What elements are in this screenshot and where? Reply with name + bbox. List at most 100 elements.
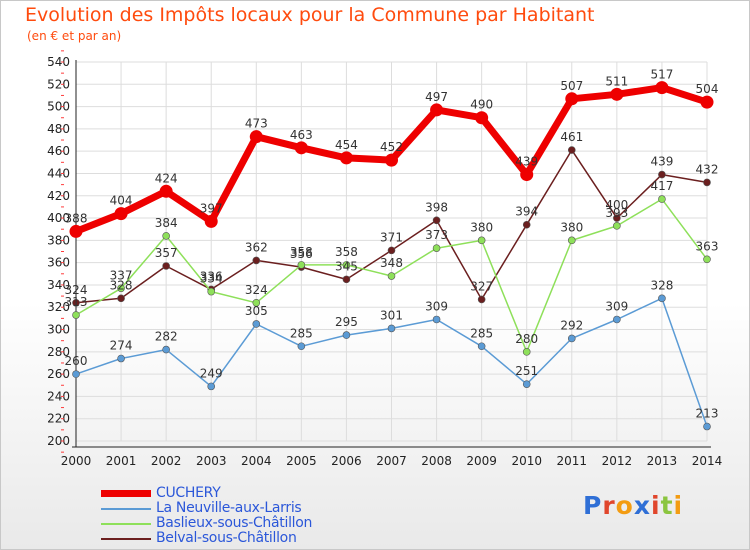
data-label: 356: [290, 247, 313, 261]
y-tick-label: 520: [47, 77, 70, 91]
legend-swatch: [101, 508, 151, 510]
y-tick-label: 300: [47, 323, 70, 337]
data-label: 397: [200, 201, 223, 215]
logo-letter: o: [615, 491, 634, 520]
data-point: [69, 224, 83, 238]
data-label: 324: [245, 283, 268, 297]
data-label: 380: [560, 220, 583, 234]
data-point: [613, 214, 621, 222]
data-point: [72, 311, 80, 319]
y-tick-label: 380: [47, 233, 70, 247]
data-label: 313: [65, 295, 88, 309]
x-tick-label: 2009: [466, 454, 497, 468]
data-point: [522, 348, 531, 356]
data-label: 282: [155, 330, 178, 344]
data-point: [430, 103, 444, 117]
y-tick-label: 220: [47, 412, 70, 426]
y-tick-label: 340: [47, 278, 70, 292]
data-point: [610, 87, 624, 101]
x-tick-label: 2001: [106, 454, 137, 468]
data-point: [385, 153, 398, 167]
legend-item: CUCHERY: [101, 485, 421, 501]
logo-letter: t: [660, 491, 674, 520]
data-label: 328: [110, 278, 133, 292]
data-point: [204, 214, 218, 228]
legend-swatch: [101, 490, 151, 497]
x-tick-label: 2003: [196, 454, 227, 468]
data-point: [162, 262, 170, 270]
data-point: [432, 315, 441, 324]
data-point: [477, 236, 486, 245]
data-label: 285: [290, 326, 313, 340]
data-point: [522, 220, 531, 229]
y-tick-label: 240: [47, 389, 70, 403]
data-label: 517: [650, 68, 673, 82]
data-label: 463: [290, 128, 313, 142]
data-label: 394: [515, 205, 538, 219]
data-point: [342, 261, 351, 269]
data-label: 473: [245, 117, 268, 131]
legend-item: Baslieux-sous-Châtillon: [101, 515, 421, 531]
data-label: 324: [65, 283, 88, 297]
data-label: 439: [650, 155, 673, 169]
data-point: [522, 380, 531, 388]
logo-letter: i: [673, 491, 684, 520]
data-point: [159, 184, 173, 198]
legend: CUCHERY La Neuville-aux-Larris Baslieux-so…: [101, 485, 421, 546]
data-point: [207, 287, 216, 296]
data-point: [703, 422, 711, 431]
data-point: [207, 382, 216, 391]
data-point: [613, 222, 621, 230]
x-tick-label: 2013: [647, 454, 678, 468]
y-tick-label: 320: [47, 300, 70, 314]
data-label: 371: [380, 230, 403, 244]
data-point: [520, 168, 534, 182]
data-label: 432: [696, 162, 719, 176]
data-label: 249: [200, 366, 223, 380]
data-label: 337: [110, 268, 133, 282]
data-point: [703, 178, 711, 187]
data-point: [162, 345, 170, 354]
data-label: 497: [425, 90, 448, 104]
logo-letter: i: [651, 491, 661, 520]
data-point: [72, 298, 80, 307]
data-label: 285: [470, 326, 493, 340]
data-point: [432, 244, 441, 252]
data-label: 348: [380, 256, 403, 270]
legend-label: Baslieux-sous-Châtillon: [156, 515, 313, 531]
data-label: 373: [425, 228, 448, 242]
x-tick-label: 2010: [511, 454, 542, 468]
data-label: 417: [650, 179, 673, 193]
data-label: 336: [200, 269, 223, 283]
data-label: 398: [425, 200, 448, 214]
data-point: [342, 275, 351, 284]
data-label: 260: [65, 354, 88, 368]
data-point: [565, 92, 579, 106]
data-point: [700, 95, 714, 109]
x-tick-label: 2012: [602, 454, 633, 468]
data-label: 334: [200, 272, 223, 286]
y-tick-label: 440: [47, 166, 70, 180]
data-point: [252, 298, 261, 307]
data-label: 280: [515, 332, 538, 346]
data-label: 504: [696, 82, 719, 96]
x-tick-label: 2011: [557, 454, 588, 468]
y-tick-label: 280: [47, 345, 70, 359]
data-point: [249, 130, 263, 144]
data-label: 213: [696, 407, 719, 421]
data-point: [342, 331, 351, 339]
data-point: [658, 195, 666, 203]
data-label: 454: [335, 138, 358, 152]
data-point: [297, 261, 306, 269]
data-point: [297, 342, 306, 351]
x-tick-label: 2007: [376, 454, 407, 468]
y-tick-label: 260: [47, 367, 70, 381]
data-label: 301: [380, 308, 403, 322]
legend-swatch: [101, 538, 151, 540]
data-label: 400: [605, 198, 628, 212]
y-tick-label: 480: [47, 122, 70, 136]
data-label: 295: [335, 315, 358, 329]
data-label: 305: [245, 304, 268, 318]
data-label: 384: [155, 216, 178, 230]
